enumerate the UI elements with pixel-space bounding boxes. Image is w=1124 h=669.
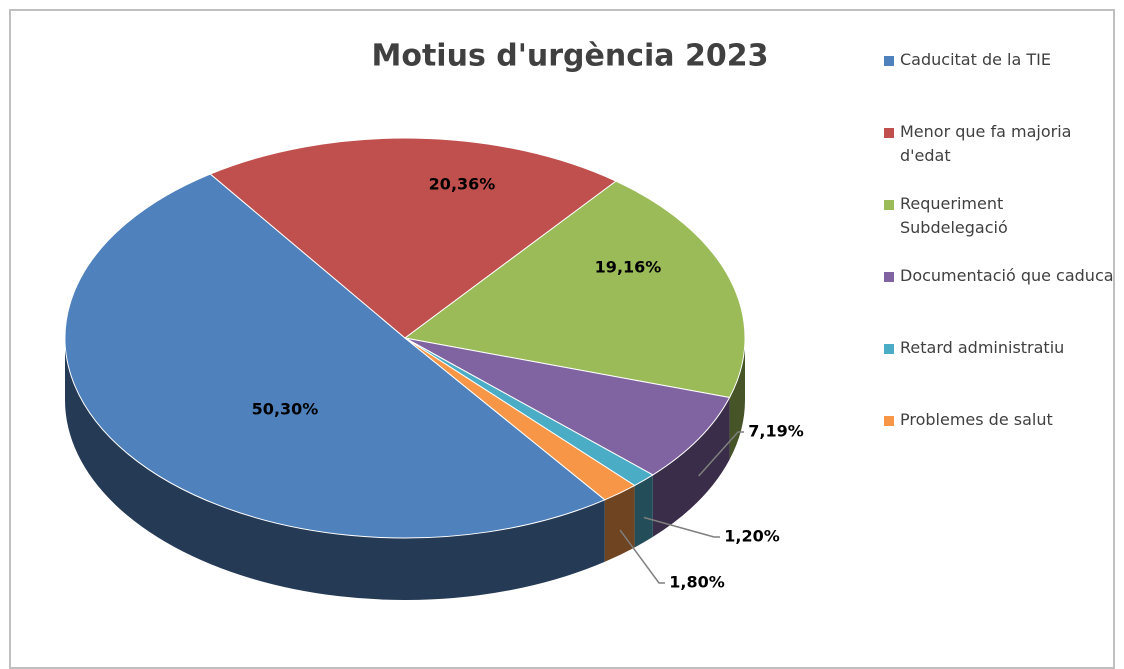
leader-line (643, 516, 720, 538)
legend-swatch (884, 128, 894, 138)
legend-swatch (884, 56, 894, 66)
legend-item: Retard administratiu (884, 336, 1114, 408)
slice (403, 180, 746, 399)
leader-line (698, 431, 744, 477)
data-label: 50,30% (252, 400, 319, 419)
legend-item: Problemes de salut (884, 408, 1114, 480)
chart-title: Motius d'urgència 2023 (372, 39, 769, 74)
chart: Motius d'urgència 2023 50,30% 20,36% 19,16… (64, 39, 804, 600)
legend-item: Requeriment Subdelegació (884, 192, 1114, 264)
slice (209, 137, 617, 339)
legend-swatch (884, 200, 894, 210)
legend-swatch (884, 344, 894, 354)
legend-label: Documentació que caduca (900, 266, 1114, 285)
data-label: 1,80% (669, 573, 725, 592)
legend-swatch (884, 272, 894, 282)
legend-label: Retard administratiu (900, 338, 1065, 357)
legend: Caducitat de la TIE Menor que fa majoria … (884, 48, 1114, 480)
legend-label: Problemes de salut (900, 410, 1053, 429)
legend-label: Menor que fa majoria d'edat (900, 122, 1072, 165)
legend-label: Caducitat de la TIE (900, 50, 1051, 69)
data-label: 20,36% (429, 175, 496, 194)
slice-side (652, 397, 730, 537)
legend-item: Menor que fa majoria d'edat (884, 120, 1114, 192)
leader-line (619, 529, 665, 584)
legend-label: Requeriment Subdelegació (900, 194, 1008, 237)
data-label: 1,20% (724, 527, 780, 546)
slice-side (634, 474, 653, 548)
data-label: 19,16% (595, 258, 662, 277)
slice (404, 337, 731, 476)
slice (404, 337, 636, 501)
data-label: 7,19% (748, 422, 804, 441)
legend-swatch (884, 416, 894, 426)
legend-item: Caducitat de la TIE (884, 48, 1114, 120)
slice (64, 173, 606, 539)
legend-item: Documentació que caduca (884, 264, 1114, 336)
slice-side (604, 485, 635, 562)
